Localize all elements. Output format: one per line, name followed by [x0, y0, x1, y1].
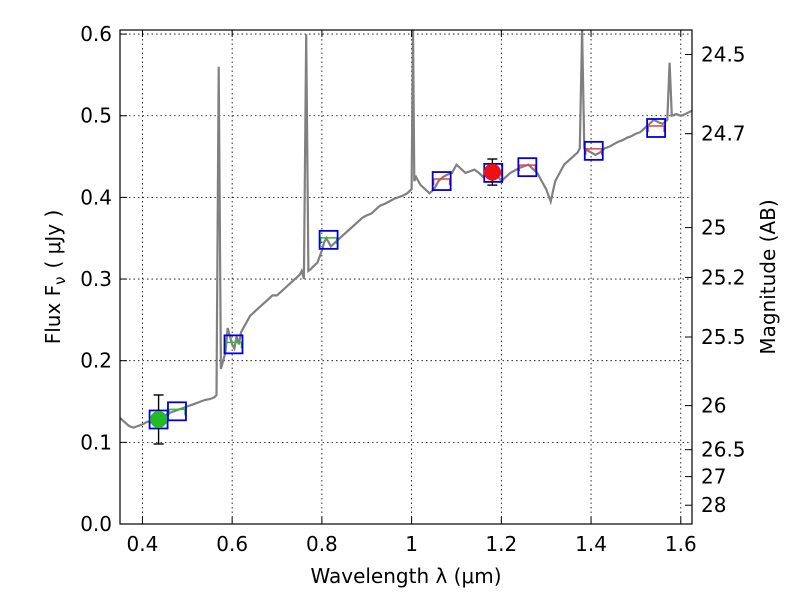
y-tick-label: 0.5	[80, 104, 112, 128]
magnitude-tick-label: 27	[701, 465, 726, 489]
y2-axis-title: Magnitude (AB)	[756, 199, 780, 354]
x-tick-label: 1.2	[485, 532, 517, 556]
magnitude-tick-label: 24.5	[701, 42, 746, 66]
photometry-bin	[168, 408, 186, 416]
grid-lines	[120, 30, 692, 525]
photometry-square	[646, 118, 667, 138]
photometry-bin	[432, 178, 451, 186]
photometry-bin	[585, 148, 603, 155]
y-tick-label: 0.3	[80, 267, 112, 291]
magnitude-tick-label: 25	[701, 216, 726, 240]
x-tick-label: 1	[405, 532, 418, 556]
x-axis-title: Wavelength λ (μm)	[310, 564, 501, 588]
magnitude-tick-label: 25.5	[701, 325, 746, 349]
y-axis-title-unit: ( μJy )	[41, 210, 65, 269]
y-axis-title-main: Flux F	[41, 285, 65, 344]
markers-layer	[148, 118, 667, 445]
photometry-bin	[224, 341, 243, 349]
magnitude-tick-label: 26	[701, 394, 726, 418]
x-tick-label: 1.6	[665, 532, 697, 556]
y-tick-label: 0.1	[80, 430, 112, 454]
y-axis-title-sub: ν	[51, 276, 69, 284]
measured-point	[483, 163, 501, 181]
measured-point	[150, 410, 168, 428]
photometry-bin	[319, 237, 338, 244]
magnitude-tick-label: 25.2	[701, 265, 746, 289]
photometry-square	[223, 334, 244, 355]
tick-labels: 0.4 0.6 0.8 1 1.2 1.4 1.6 0.0 0.1 0.2 0.3 0.4 0.5 0.6…	[80, 22, 745, 556]
magnitude-tick-label: 24.7	[701, 122, 746, 146]
y-tick-label: 0.4	[80, 185, 112, 209]
axis-ticks	[120, 30, 692, 525]
x-tick-label: 0.8	[306, 532, 338, 556]
y-tick-label: 0.2	[80, 349, 112, 373]
y-tick-label: 0.0	[80, 512, 112, 536]
photometry-square	[431, 171, 452, 191]
photometry-square	[318, 229, 339, 250]
photometry-bin	[518, 164, 537, 172]
series-layer	[120, 30, 692, 429]
photometry-bin	[647, 125, 665, 132]
x-tick-label: 0.6	[216, 532, 248, 556]
y-tick-label: 0.6	[80, 22, 112, 46]
spectrum-line	[120, 30, 692, 429]
x-tick-label: 1.4	[575, 532, 607, 556]
plot-frame	[119, 29, 693, 525]
photometry-square	[583, 140, 604, 161]
magnitude-tick-label: 28	[701, 493, 726, 517]
photometry-square	[517, 157, 538, 178]
x-tick-label: 0.4	[127, 532, 159, 556]
magnitude-tick-label: 26.5	[701, 438, 746, 462]
photometry-square	[167, 401, 187, 422]
y-axis-title: Flux Fν ( μJy )	[41, 210, 69, 345]
